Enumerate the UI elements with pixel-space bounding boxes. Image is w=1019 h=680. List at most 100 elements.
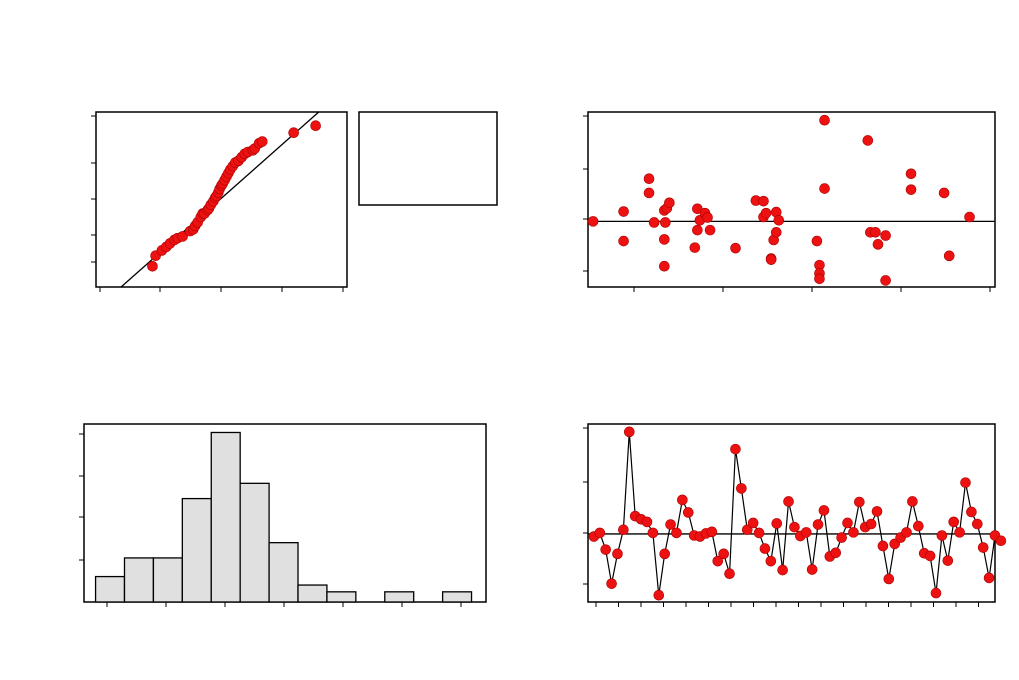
data-point xyxy=(789,521,800,533)
data-point xyxy=(665,519,676,530)
data-point xyxy=(594,527,606,539)
data-point xyxy=(936,530,948,541)
data-point xyxy=(964,211,975,223)
data-point xyxy=(689,242,701,253)
residuals-versus-order-panel xyxy=(583,423,1007,607)
data-point xyxy=(704,224,716,236)
data-point xyxy=(862,135,874,146)
series-line xyxy=(593,431,1002,596)
data-point xyxy=(647,527,659,539)
data-point xyxy=(877,540,889,552)
data-point xyxy=(718,548,729,560)
data-point xyxy=(773,214,785,226)
data-point xyxy=(659,548,670,560)
data-point xyxy=(836,532,847,543)
data-point xyxy=(977,542,989,553)
data-point xyxy=(870,227,881,238)
data-point xyxy=(730,443,741,455)
data-point xyxy=(913,520,924,532)
data-point xyxy=(880,230,891,241)
data-point xyxy=(712,555,724,567)
data-point xyxy=(770,227,782,238)
data-point xyxy=(966,506,977,518)
data-point xyxy=(830,547,842,559)
data-point xyxy=(677,494,688,506)
data-point xyxy=(618,206,629,217)
plot-frame xyxy=(587,423,996,603)
histogram-bar xyxy=(326,591,357,603)
data-point xyxy=(905,184,917,195)
normal-probability-plot-panel xyxy=(91,111,348,292)
data-point xyxy=(924,550,936,562)
data-point xyxy=(760,207,772,219)
data-point xyxy=(848,527,859,538)
data-point xyxy=(983,572,995,584)
data-point xyxy=(800,527,812,538)
data-point xyxy=(648,217,660,228)
histogram-bar xyxy=(94,575,126,603)
data-point xyxy=(777,564,788,576)
data-point xyxy=(942,555,954,566)
histogram-bar xyxy=(441,591,473,603)
data-point xyxy=(692,224,703,236)
data-point xyxy=(883,573,895,585)
data-point xyxy=(587,216,599,227)
data-point xyxy=(643,173,655,185)
data-point xyxy=(907,496,918,507)
data-point xyxy=(765,555,777,567)
data-point xyxy=(814,273,825,285)
data-point xyxy=(930,587,942,599)
data-point xyxy=(819,183,830,194)
data-point xyxy=(623,426,635,438)
histogram-bar xyxy=(268,542,299,603)
residuals-versus-fits-panel xyxy=(583,111,996,292)
data-point xyxy=(659,260,670,272)
data-point xyxy=(771,518,783,529)
histogram-bar xyxy=(181,497,212,603)
data-point xyxy=(905,168,917,180)
data-point xyxy=(871,506,883,517)
histogram-bar xyxy=(123,557,155,603)
data-point xyxy=(954,527,965,538)
data-point xyxy=(664,197,675,209)
data-point xyxy=(948,516,960,528)
data-point xyxy=(643,187,655,199)
data-point xyxy=(706,526,718,538)
histogram-bar xyxy=(152,557,183,603)
data-point xyxy=(972,518,983,530)
data-point xyxy=(288,127,299,139)
summary-box xyxy=(358,111,498,206)
data-point xyxy=(606,578,617,589)
data-point xyxy=(995,535,1007,547)
data-point xyxy=(783,496,794,507)
data-point xyxy=(702,212,713,223)
data-point xyxy=(730,242,741,254)
histogram-panel xyxy=(79,423,487,607)
data-point xyxy=(854,496,865,508)
data-point xyxy=(765,254,777,265)
data-point xyxy=(880,275,891,286)
data-point xyxy=(758,195,769,207)
data-point xyxy=(842,517,853,529)
data-point xyxy=(759,543,771,554)
data-point xyxy=(618,235,629,247)
data-point xyxy=(724,568,735,580)
data-point xyxy=(818,505,830,516)
plot-frame xyxy=(587,111,996,288)
data-point xyxy=(310,120,321,132)
data-point xyxy=(659,234,670,245)
data-point xyxy=(747,517,759,529)
plot-frame xyxy=(95,111,348,288)
data-point xyxy=(618,524,629,536)
histogram-bar xyxy=(210,431,241,603)
data-point xyxy=(901,527,912,538)
data-point xyxy=(812,519,824,530)
data-point xyxy=(865,518,877,530)
data-point xyxy=(653,589,665,601)
data-point xyxy=(177,231,188,242)
data-point xyxy=(660,217,671,228)
data-point xyxy=(256,136,268,147)
data-point xyxy=(641,516,653,528)
data-point xyxy=(147,260,158,272)
